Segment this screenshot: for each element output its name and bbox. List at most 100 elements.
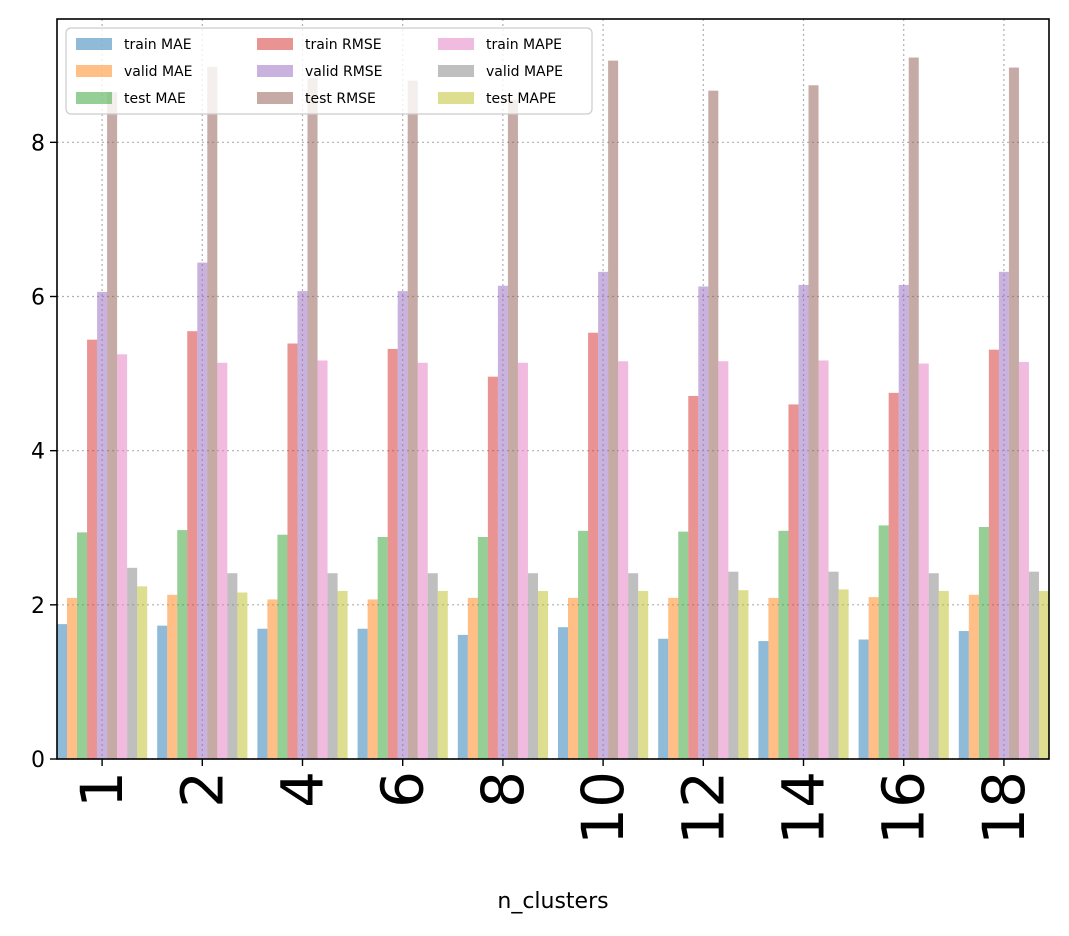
bar-test-mae bbox=[778, 530, 789, 759]
bar-valid-rmse bbox=[798, 284, 809, 759]
bar-valid-mape bbox=[327, 573, 338, 759]
legend-swatch bbox=[438, 38, 474, 50]
x-tick-label: 1 bbox=[68, 771, 136, 808]
bar-test-mae bbox=[978, 526, 989, 759]
bar-test-mae bbox=[277, 534, 288, 759]
bar-test-mape bbox=[437, 590, 448, 759]
bar-train-mape bbox=[517, 362, 528, 759]
bar-valid-rmse bbox=[598, 271, 609, 759]
legend-label: train MAE bbox=[124, 37, 192, 53]
bar-test-mae bbox=[77, 532, 88, 759]
legend-label: test RMSE bbox=[305, 91, 376, 107]
bar-valid-rmse bbox=[698, 286, 709, 759]
bar-valid-mae bbox=[568, 597, 579, 759]
legend-label: valid RMSE bbox=[305, 64, 383, 80]
bar-test-mae bbox=[878, 525, 889, 759]
bar-train-mape bbox=[417, 362, 428, 759]
bar-valid-mape bbox=[728, 571, 739, 759]
bar-valid-rmse bbox=[898, 284, 909, 759]
bar-train-mae bbox=[257, 628, 268, 759]
bar-valid-mae bbox=[267, 599, 278, 759]
bar-valid-rmse bbox=[397, 291, 408, 759]
legend-swatch bbox=[257, 92, 293, 104]
bar-valid-mape bbox=[227, 573, 238, 759]
bar-valid-mape bbox=[127, 567, 138, 759]
bar-train-mae bbox=[558, 627, 569, 759]
bar-train-mape bbox=[718, 361, 729, 759]
bar-test-rmse bbox=[407, 80, 418, 759]
bar-train-mape bbox=[818, 360, 829, 759]
bar-valid-rmse bbox=[197, 262, 208, 759]
x-tick-label: 8 bbox=[469, 771, 537, 808]
bar-valid-mape bbox=[928, 573, 939, 759]
bar-train-rmse bbox=[688, 395, 699, 759]
bar-test-rmse bbox=[307, 78, 318, 759]
legend-label: train RMSE bbox=[305, 37, 382, 53]
x-tick-label: 14 bbox=[770, 771, 838, 845]
bar-test-mape bbox=[337, 590, 348, 759]
bar-train-mae bbox=[157, 625, 168, 759]
bar-train-rmse bbox=[87, 339, 98, 759]
bar-test-rmse bbox=[507, 99, 518, 759]
bar-test-rmse bbox=[1008, 67, 1019, 759]
bar-valid-rmse bbox=[998, 271, 1009, 759]
legend-swatch bbox=[76, 38, 112, 50]
bar-valid-mape bbox=[427, 573, 438, 759]
bar-test-mape bbox=[1038, 590, 1049, 759]
y-tick-label: 6 bbox=[31, 286, 45, 311]
bar-valid-mae bbox=[768, 597, 779, 759]
x-tick-label: 10 bbox=[569, 771, 637, 845]
bar-test-mae bbox=[678, 531, 689, 759]
bar-test-mape bbox=[137, 586, 148, 759]
bar-test-mae bbox=[177, 530, 188, 759]
bar-test-rmse bbox=[908, 57, 919, 759]
bar-valid-rmse bbox=[97, 291, 108, 759]
plot-frame bbox=[56, 18, 1050, 760]
legend-swatch bbox=[76, 65, 112, 77]
y-tick-label: 2 bbox=[31, 594, 45, 619]
x-tick-label: 6 bbox=[369, 771, 437, 808]
bar-test-mape bbox=[738, 590, 749, 759]
legend-label: valid MAE bbox=[124, 64, 192, 80]
bar-test-mape bbox=[537, 590, 548, 759]
legend-label: train MAPE bbox=[486, 37, 562, 53]
bar-test-mae bbox=[377, 537, 388, 759]
bar-valid-mae bbox=[167, 594, 178, 759]
bar-train-mape bbox=[217, 362, 228, 759]
bar-test-rmse bbox=[608, 60, 619, 759]
bar-train-rmse bbox=[588, 332, 599, 759]
x-tick-label: 4 bbox=[268, 771, 336, 808]
bar-test-mape bbox=[237, 592, 248, 759]
bar-test-rmse bbox=[708, 90, 719, 759]
bar-train-mape bbox=[117, 354, 128, 759]
bar-valid-mape bbox=[1028, 571, 1039, 759]
bar-test-mape bbox=[838, 589, 849, 759]
x-axis-ticks: 1 2 4 6 8 10 12 14 16 18 bbox=[68, 759, 1038, 845]
legend-swatch bbox=[438, 92, 474, 104]
bar-valid-mae bbox=[668, 597, 679, 759]
bar-valid-mape bbox=[828, 571, 839, 759]
bar-train-rmse bbox=[387, 348, 398, 759]
bar-train-rmse bbox=[187, 331, 198, 759]
bar-valid-mae bbox=[67, 597, 78, 759]
legend-label: test MAPE bbox=[486, 91, 556, 107]
bar-valid-rmse bbox=[297, 291, 308, 759]
bar-valid-mae bbox=[367, 599, 378, 759]
bar-train-mae bbox=[457, 634, 468, 759]
y-tick-label: 0 bbox=[31, 748, 45, 773]
bar-test-mape bbox=[638, 590, 649, 759]
legend-swatch bbox=[257, 38, 293, 50]
bar-test-mae bbox=[578, 530, 589, 759]
bar-valid-mape bbox=[527, 573, 538, 759]
x-tick-label: 18 bbox=[970, 771, 1038, 845]
x-tick-label: 16 bbox=[870, 771, 938, 845]
bar-train-mape bbox=[918, 363, 929, 759]
bar-train-rmse bbox=[788, 404, 799, 759]
bar-train-mae bbox=[658, 638, 669, 759]
y-tick-label: 8 bbox=[31, 131, 45, 156]
bar-test-mape bbox=[938, 590, 949, 759]
bar-valid-mae bbox=[868, 597, 879, 759]
bar-train-mape bbox=[1018, 362, 1029, 759]
bar-valid-mae bbox=[968, 594, 979, 759]
